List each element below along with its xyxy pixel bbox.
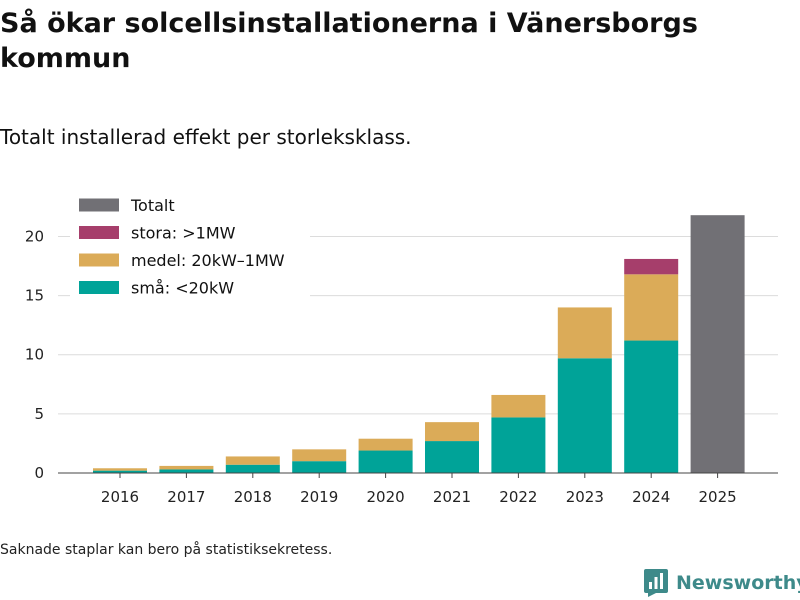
legend-label: medel: 20kW–1MW (131, 251, 285, 270)
bar-segment (425, 441, 479, 473)
bar-segment (425, 422, 479, 442)
x-tick-label: 2018 (234, 488, 272, 506)
legend: Totalt stora: >1MW medel: 20kW–1MW små: <20… (70, 190, 310, 298)
brand-logo: Newsworthy (644, 568, 800, 598)
bar-segment (159, 469, 214, 473)
legend-label: små: <20kW (131, 279, 234, 298)
legend-swatch (79, 281, 119, 294)
x-tick-label: 2020 (367, 488, 405, 506)
bar-segment (557, 307, 612, 359)
legend-label: Totalt (130, 196, 175, 215)
bars (93, 215, 745, 474)
x-tick-label: 2019 (300, 488, 338, 506)
bar-segment (491, 394, 546, 418)
bar-segment (624, 340, 679, 473)
bar-segment (159, 465, 214, 470)
legend-swatch (79, 198, 119, 212)
x-tick-label: 2025 (699, 488, 737, 506)
bar-segment (358, 438, 413, 451)
bar-segment (624, 258, 679, 275)
x-tick-label: 2021 (433, 488, 471, 506)
bar-segment (93, 470, 147, 473)
legend-swatch (79, 253, 119, 267)
bar-segment (225, 464, 280, 473)
bar-segment (557, 358, 612, 473)
bar-segment (491, 417, 546, 473)
bar-segment (292, 449, 347, 462)
chart-subtitle: Totalt installerad effekt per storlekskl… (0, 125, 412, 149)
bar-segment (93, 468, 147, 471)
chart-title: Så ökar solcellsinstallationerna i Väner… (0, 8, 698, 74)
x-tick-label: 2022 (499, 488, 537, 506)
newsworthy-icon (644, 569, 668, 597)
y-tick-label: 0 (34, 464, 44, 482)
bar-segment (624, 274, 679, 341)
y-tick-label: 20 (25, 227, 44, 245)
bar-segment (690, 215, 745, 474)
bar-segment (292, 461, 347, 473)
brand-name: Newsworthy (676, 572, 800, 594)
axes: 0 5 10 15 20 2016 2017 2018 2019 2020 2021 2022 2023… (25, 227, 778, 506)
legend-label: stora: >1MW (131, 224, 236, 243)
bar-segment (358, 450, 413, 473)
footnote: Saknade staplar kan bero på statistiksek… (0, 542, 333, 558)
y-tick-label: 10 (25, 346, 44, 364)
x-tick-label: 2024 (632, 488, 670, 506)
legend-swatch (79, 226, 119, 239)
x-tick-label: 2023 (566, 488, 604, 506)
bar-segment (225, 456, 280, 465)
y-tick-label: 5 (34, 405, 44, 423)
x-tick-label: 2016 (101, 488, 139, 506)
y-tick-label: 15 (25, 287, 44, 305)
stacked-bar-chart: 0 5 10 15 20 2016 2017 2018 2019 2020 2021 2022 2023… (24, 190, 778, 506)
x-tick-label: 2017 (167, 488, 205, 506)
